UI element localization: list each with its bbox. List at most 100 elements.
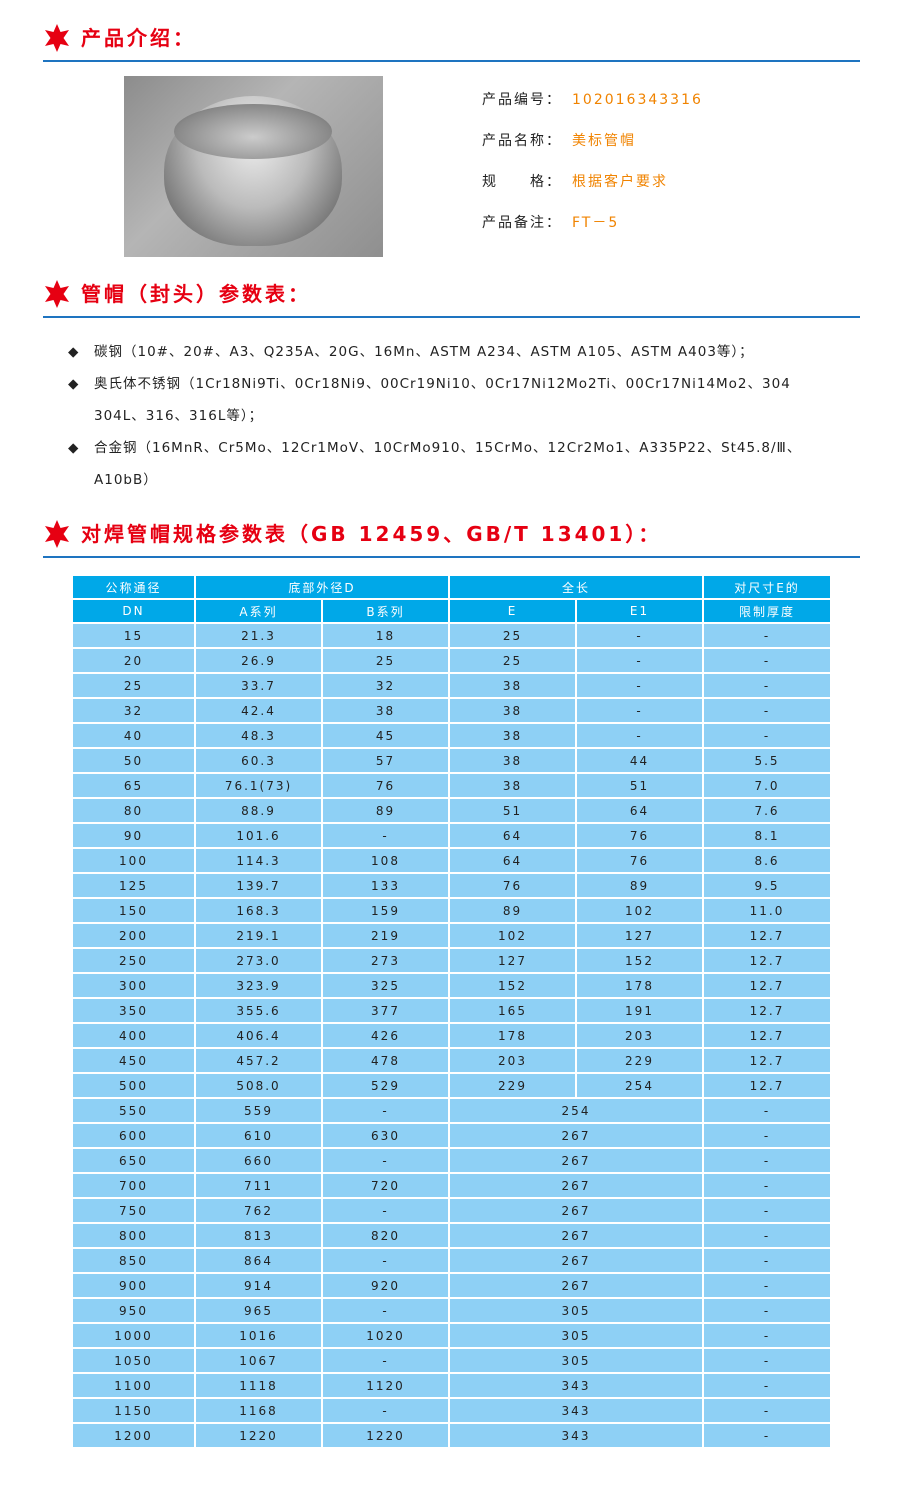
table-row: 950 965-305- — [71, 1297, 833, 1324]
table-cell: 1016 — [194, 1322, 323, 1349]
table-cell: 102 — [448, 922, 577, 949]
field-value: 102016343316 — [572, 92, 703, 108]
table-cell: - — [321, 1247, 450, 1274]
material-item: ◆ 奥氏体不锈钢（1Cr18Ni9Ti、0Cr18Ni9、00Cr19Ni10、0… — [68, 368, 868, 432]
table-cell: 229 — [448, 1072, 577, 1099]
table-cell: 159 — [321, 897, 450, 924]
table-row: 800 813 820 267- — [71, 1222, 833, 1249]
table-row: 150 168.3 159 89 102 11.0 — [71, 897, 833, 924]
table-cell: 178 — [448, 1022, 577, 1049]
material-item: ◆ 合金钢（16MnR、Cr5Mo、12Cr1MoV、10CrMo910、15Cr… — [68, 432, 868, 496]
table-cell: 267 — [447, 1222, 705, 1249]
table-cell: 1000 — [71, 1322, 196, 1349]
table-cell: 1120 — [321, 1372, 450, 1399]
table-cell: - — [702, 1172, 833, 1199]
table-cell: 950 — [71, 1297, 196, 1324]
table-cell: 8.6 — [702, 847, 833, 874]
header-thickness: 对尺寸E的 — [702, 574, 833, 600]
table-cell: 64 — [574, 797, 705, 824]
table-cell: 325 — [321, 972, 450, 999]
table-cell: 254 — [574, 1072, 705, 1099]
table-cell: 267 — [447, 1247, 705, 1274]
table-cell: - — [574, 622, 705, 649]
table-cell: 267 — [447, 1147, 705, 1174]
table-row: 100 114.3 108 64 76 8.6 — [71, 847, 833, 874]
product-field: 规 格： 根据客户要求 — [482, 171, 668, 191]
table-cell: - — [702, 1372, 833, 1399]
table-cell: 550 — [71, 1097, 196, 1124]
table-cell: 1200 — [71, 1422, 196, 1449]
table-row: 90 101.6-64 76 8.1 — [71, 822, 833, 849]
table-cell: 267 — [447, 1122, 705, 1149]
table-cell: 350 — [71, 997, 196, 1024]
table-cell: 51 — [574, 772, 705, 799]
table-row: 450 457.2 478 203 229 12.7 — [71, 1047, 833, 1074]
field-value: 美标管帽 — [572, 133, 636, 149]
table-cell: 76 — [574, 847, 705, 874]
table-cell: - — [702, 672, 833, 699]
table-cell: 38 — [448, 772, 577, 799]
table-cell: 203 — [574, 1022, 705, 1049]
header-dn: DN — [71, 598, 196, 624]
table-cell: 60.3 — [194, 747, 323, 774]
table-cell: 12.7 — [702, 947, 833, 974]
table-cell: 25 — [321, 647, 450, 674]
table-row: 125 139.7 133 76 89 9.5 — [71, 872, 833, 899]
table-cell: 90 — [71, 822, 196, 849]
table-cell: - — [321, 1397, 450, 1424]
table-cell: 165 — [448, 997, 577, 1024]
table-cell: 51 — [448, 797, 577, 824]
product-field: 产品编号： 102016343316 — [482, 89, 703, 109]
table-row: 250 273.0 273 127 152 12.7 — [71, 947, 833, 974]
header-thickness: 限制厚度 — [702, 598, 833, 624]
table-row: 32 42.4 38 38- - — [71, 697, 833, 724]
table-cell: 9.5 — [702, 872, 833, 899]
table-cell: 1067 — [194, 1347, 323, 1374]
header-length: 全长 — [447, 574, 705, 600]
table-cell: 139.7 — [194, 872, 323, 899]
product-photo — [124, 76, 383, 257]
table-cell: 65 — [71, 772, 196, 799]
section-header-intro: 产品介绍： — [43, 16, 860, 62]
table-cell: 8.1 — [702, 822, 833, 849]
table-cell: 64 — [448, 822, 577, 849]
table-row: 25 33.7 32 38- - — [71, 672, 833, 699]
star-icon — [45, 24, 69, 52]
table-cell: 76 — [448, 872, 577, 899]
table-cell: 650 — [71, 1147, 196, 1174]
table-cell: 21.3 — [194, 622, 323, 649]
table-cell: 660 — [194, 1147, 323, 1174]
table-cell: 1220 — [321, 1422, 450, 1449]
table-cell: 820 — [321, 1222, 450, 1249]
diamond-bullet-icon: ◆ — [68, 344, 80, 360]
table-cell: 25 — [71, 672, 196, 699]
table-cell: 529 — [321, 1072, 450, 1099]
table-cell: 750 — [71, 1197, 196, 1224]
table-row: 650 660-267- — [71, 1147, 833, 1174]
table-row: 40 48.3 45 38- - — [71, 722, 833, 749]
table-cell: 720 — [321, 1172, 450, 1199]
table-cell: 850 — [71, 1247, 196, 1274]
product-field: 产品名称： 美标管帽 — [482, 130, 636, 150]
table-row: 600 610 630 267- — [71, 1122, 833, 1149]
table-cell: - — [702, 1247, 833, 1274]
table-cell: 7.0 — [702, 772, 833, 799]
table-cell: 191 — [574, 997, 705, 1024]
section-title: 对焊管帽规格参数表（GB 12459、GB/T 13401）： — [81, 522, 662, 546]
product-field: 产品备注： FT－5 — [482, 212, 619, 232]
field-label: 产品名称： — [482, 133, 562, 149]
table-cell: - — [702, 1347, 833, 1374]
table-row: 15 21.3 18 25- - — [71, 622, 833, 649]
table-cell: 1100 — [71, 1372, 196, 1399]
table-cell: - — [321, 1097, 450, 1124]
table-cell: 7.6 — [702, 797, 833, 824]
table-cell: 630 — [321, 1122, 450, 1149]
material-item: ◆ 碳钢（10#、20#、A3、Q235A、20G、16Mn、ASTM A234、… — [68, 336, 868, 368]
table-row: 80 88.9 89 51 64 7.6 — [71, 797, 833, 824]
table-cell: 12.7 — [702, 1047, 833, 1074]
table-cell: 1168 — [194, 1397, 323, 1424]
table-row: 350 355.6 377 165 191 12.7 — [71, 997, 833, 1024]
table-cell: 305 — [447, 1347, 705, 1374]
table-cell: 377 — [321, 997, 450, 1024]
table-row: 20 26.9 25 25- - — [71, 647, 833, 674]
